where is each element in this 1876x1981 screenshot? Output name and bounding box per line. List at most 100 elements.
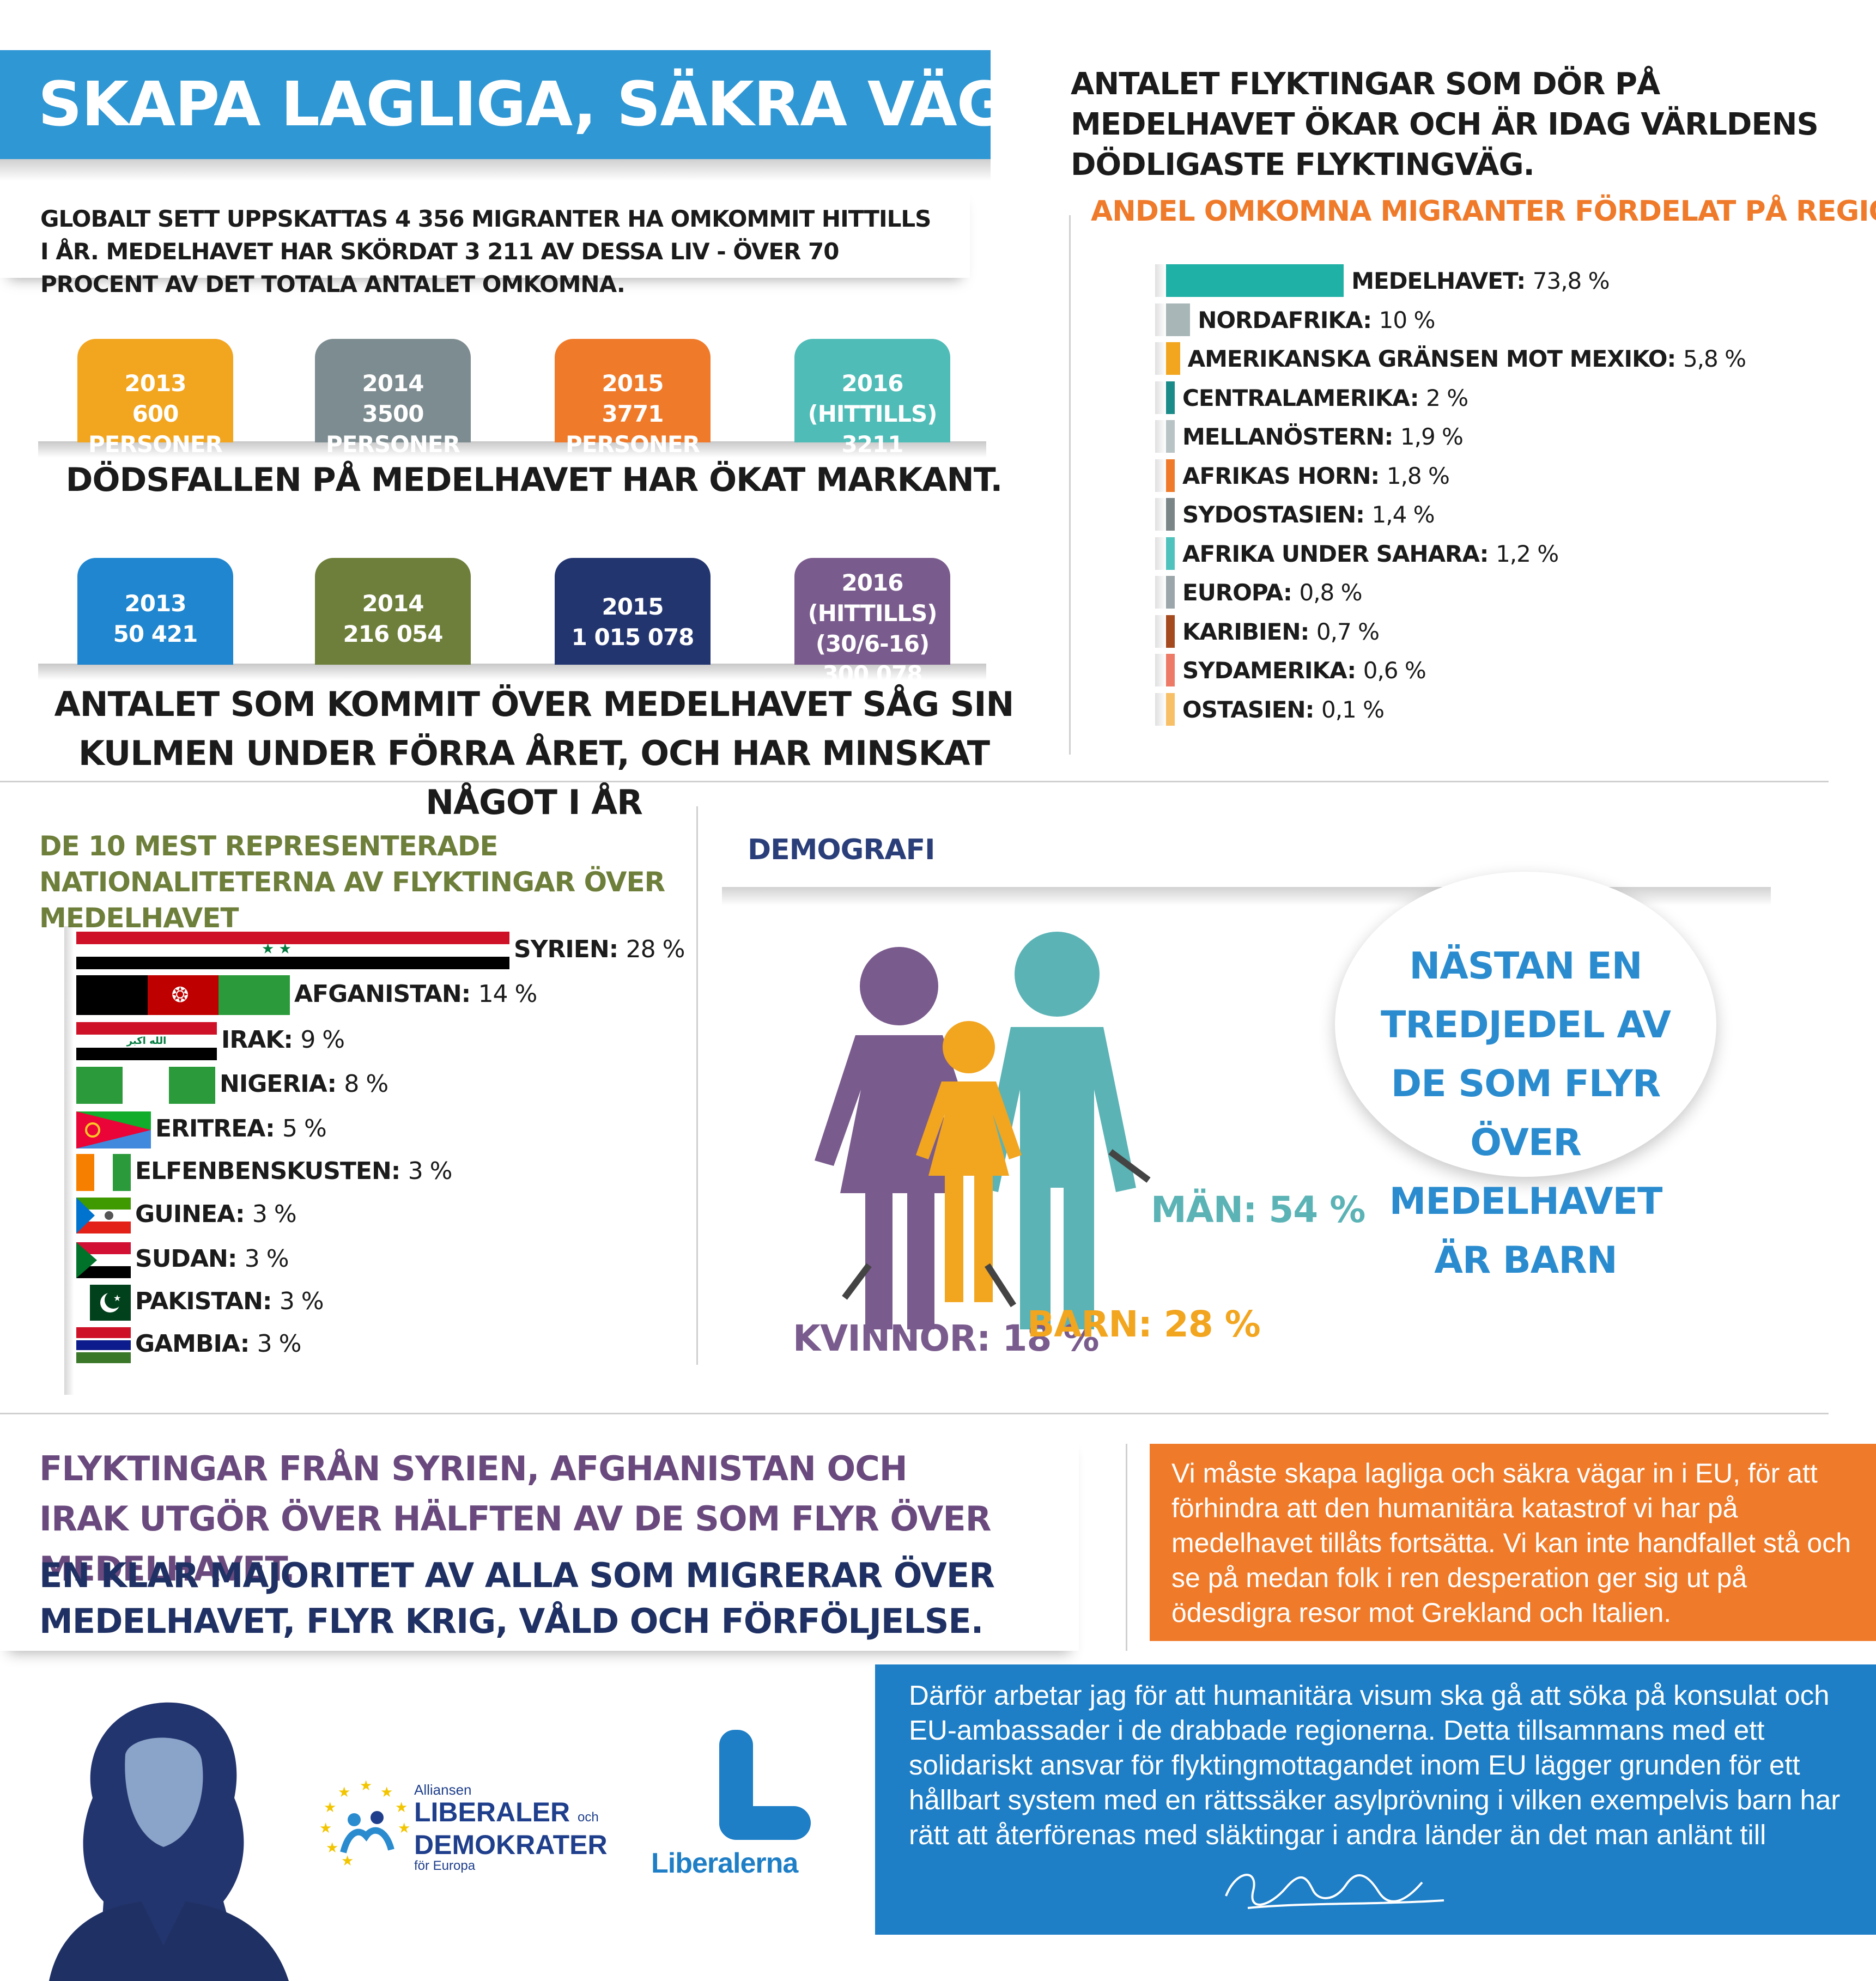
region-bar-shadow [1155, 576, 1166, 609]
nationality-label: PAKISTAN: 3 % [135, 1287, 324, 1315]
region-bar-sydostasien [1166, 498, 1175, 531]
region-category: SYDAMERIKA: [1182, 657, 1363, 684]
region-bar-label: CENTRALAMERIKA: 2 % [1182, 385, 1468, 411]
region-value: 73,8 % [1532, 268, 1610, 294]
people-icon [340, 1811, 394, 1854]
nationality-category: ERITREA: [155, 1115, 283, 1143]
nationality-label: SUDAN: 3 % [135, 1245, 289, 1273]
nationality-category: AFGANISTAN: [294, 980, 478, 1008]
flag-sudan [76, 1242, 131, 1278]
nationality-label: GAMBIA: 3 % [135, 1330, 301, 1358]
deaths-tile-year: 2015 [602, 370, 664, 397]
arrivals-tile-value: 50 421 [113, 621, 198, 647]
svg-text:★: ★ [341, 1853, 354, 1869]
nationality-label: ELFENBENSKUSTEN: 3 % [135, 1157, 452, 1185]
region-value: 1,8 % [1386, 462, 1450, 489]
region-bar-shadow [1155, 264, 1166, 297]
nationality-category: SUDAN: [135, 1245, 245, 1273]
region-bar-chart: MEDELHAVET: 73,8 % NORDAFRIKA: 10 % AMERIK… [1155, 264, 1874, 744]
svg-text:★: ★ [398, 1820, 410, 1837]
region-bar-label: SYDOSTASIEN: 1,4 % [1182, 501, 1435, 528]
region-value: 0,8 % [1299, 579, 1362, 606]
statement-navy: EN KLAR MAJORITET AV ALLA SOM MIGRERAR Ö… [39, 1555, 995, 1641]
children-pointer-line [984, 1263, 1017, 1308]
svg-text:★: ★ [324, 1800, 336, 1816]
alde-och: och [578, 1810, 599, 1825]
deaths-tile-value: 3500 PERSONER [326, 400, 460, 458]
arrivals-tile-year: 2013 [124, 590, 187, 617]
nationality-category: GAMBIA: [135, 1330, 257, 1358]
flag-ivory-coast [76, 1154, 131, 1191]
region-category: EUROPA: [1182, 579, 1300, 606]
signature [1225, 1874, 1444, 1909]
region-bar-shadow [1155, 381, 1166, 414]
region-bar-label: OSTASIEN: 0,1 % [1182, 696, 1385, 723]
region-bar-shadow [1155, 420, 1166, 453]
deaths-tile-2014: 2014 3500 PERSONER [315, 339, 471, 458]
flag-eritrea [76, 1111, 151, 1149]
region-bar-label: NORDAFRIKA: 10 % [1198, 307, 1435, 333]
region-category: AFRIKAS HORN: [1182, 462, 1387, 489]
family-illustration [815, 932, 1136, 1329]
nationalities-labels: SYRIEN: 28 % AFGANISTAN: 14 % IRAK: 9 % NIG… [0, 0, 692, 1406]
region-bar-shadow [1155, 654, 1166, 686]
men-pointer-line [1108, 1149, 1151, 1183]
svg-text:★: ★ [395, 1800, 408, 1816]
region-bar-shadow [1155, 498, 1166, 531]
nationality-label: NIGERIA: 8 % [220, 1070, 388, 1098]
region-category: AMERIKANSKA GRÄNSEN MOT MEXIKO: [1187, 345, 1683, 372]
region-bar-afrika-under-sahara [1166, 537, 1175, 570]
nationality-label: GUINEA: 3 % [135, 1200, 297, 1228]
region-category: SYDOSTASIEN: [1182, 501, 1372, 528]
region-chart-title: ANDEL OMKOMNA MIGRANTER FÖRDELAT PÅ REGI… [1091, 195, 1876, 228]
nationality-value: 9 % [300, 1026, 345, 1054]
svg-text:★: ★ [326, 1840, 338, 1856]
nationality-value: 3 % [279, 1287, 324, 1315]
arrivals-tile-2016: 2016 (HITTILLS) (30/6-16) 300 078 [794, 558, 950, 688]
nationality-category: NIGERIA: [220, 1070, 344, 1098]
svg-text:★: ★ [338, 1784, 350, 1801]
deaths-caption: DÖDSFALLEN PÅ MEDELHAVET HAR ÖKAT MARKAN… [65, 461, 1003, 499]
region-value: 1,4 % [1371, 501, 1435, 528]
demography-pointers [842, 1149, 1151, 1308]
blue-quote-text: Därför arbetar jag för att humanitära vi… [909, 1680, 1841, 1850]
region-category: CENTRALAMERIKA: [1182, 384, 1426, 411]
region-value: 1,9 % [1400, 423, 1464, 450]
region-category: NORDAFRIKA: [1198, 306, 1379, 333]
svg-text:★: ★ [113, 1293, 121, 1303]
nationality-label: IRAK: 9 % [221, 1026, 345, 1054]
divider [696, 806, 698, 1365]
deaths-tile-year: 2013 [124, 370, 187, 397]
nationality-label: AFGANISTAN: 14 % [294, 980, 537, 1008]
arrivals-tile-2015: 2015 1 015 078 [555, 558, 711, 665]
region-bar-mellanöstern [1166, 420, 1175, 453]
divider [1126, 1444, 1127, 1651]
nationality-category: PAKISTAN: [135, 1287, 280, 1315]
nationality-label: ERITREA: 5 % [155, 1115, 327, 1143]
nationality-value: 8 % [344, 1070, 388, 1098]
region-value: 0,6 % [1363, 657, 1426, 684]
divider [1069, 215, 1071, 755]
arrivals-tile-year: 2014 [362, 590, 424, 617]
region-bar-label: KARIBIEN: 0,7 % [1182, 618, 1380, 645]
flag-guinea [76, 1198, 131, 1233]
child-figure [916, 1021, 1022, 1302]
arrivals-tile-extra: 300 078 [822, 661, 923, 688]
svg-text:★: ★ [319, 1820, 332, 1837]
nationality-label: SYRIEN: 28 % [514, 935, 685, 963]
nationality-category: ELFENBENSKUSTEN: [135, 1157, 408, 1185]
nationality-value: 14 % [478, 980, 538, 1008]
arrivals-caption: ANTALET SOM KOMMIT ÖVER MEDELHAVET SÅG S… [54, 684, 1015, 822]
region-bar-medelhavet [1166, 264, 1344, 297]
intro-text: GLOBALT SETT UPPSKATTAS 4 356 MIGRANTER … [40, 205, 931, 297]
deaths-tile-2013: 2013 600 PERSONER [77, 339, 233, 458]
divider [0, 781, 1829, 782]
region-bar-shadow [1155, 537, 1166, 570]
region-bar-label: AFRIKAS HORN: 1,8 % [1182, 462, 1450, 489]
bottom-statement-box [0, 1433, 1079, 1651]
nationality-value: 3 % [244, 1245, 289, 1273]
arrivals-row-shadow [38, 664, 986, 680]
deaths-tile-2015: 2015 3771 PERSONER [555, 339, 711, 458]
flag-nigeria [76, 1067, 215, 1104]
arrivals-tile-year: 2015 [602, 593, 664, 620]
